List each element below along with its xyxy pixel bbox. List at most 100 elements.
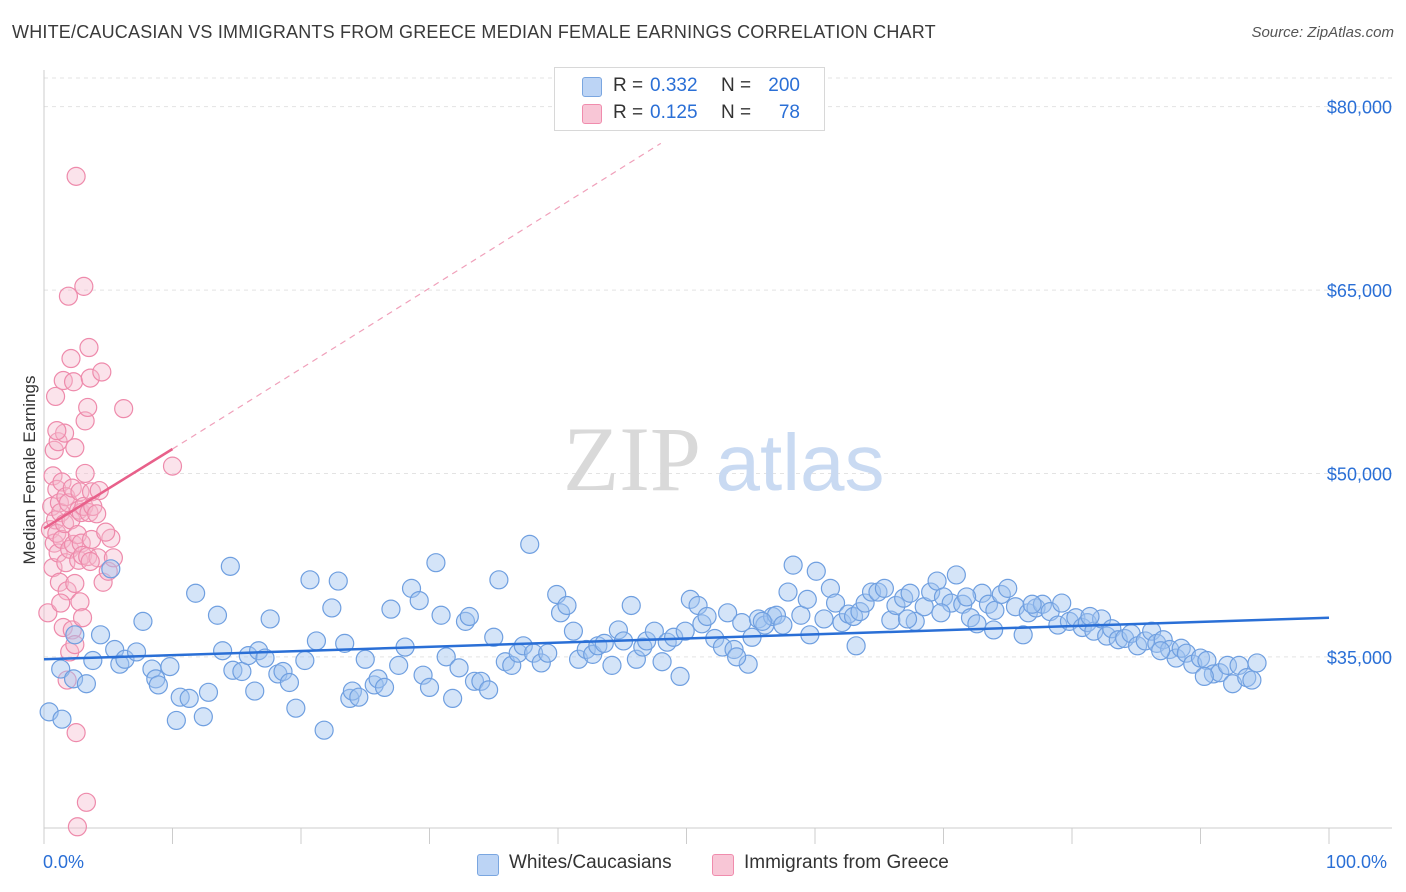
greece-point <box>47 523 67 543</box>
greece-point <box>96 522 116 542</box>
whites-point <box>1176 643 1196 663</box>
greece-point <box>65 438 85 458</box>
whites-point <box>273 661 293 682</box>
source-credit: Source: ZipAtlas.com <box>1251 24 1394 41</box>
whites-point <box>76 674 97 694</box>
whites-point <box>773 615 793 635</box>
whites-point <box>1217 655 1238 675</box>
whites-point <box>738 654 758 674</box>
whites-point <box>101 559 121 579</box>
whites-point <box>186 583 206 603</box>
whites-point <box>594 633 614 653</box>
whites-point <box>513 636 533 656</box>
greece-point <box>72 608 93 628</box>
whites-point <box>868 582 888 602</box>
whites-point <box>306 631 327 651</box>
whites-point <box>335 633 355 653</box>
whites-point <box>680 589 700 609</box>
y-tick-label: $80,000 <box>1327 98 1392 118</box>
whites-point <box>255 648 275 668</box>
greece-point <box>92 362 112 382</box>
series-whites-points <box>39 534 1267 740</box>
legend-r-label: R = <box>613 75 644 96</box>
whites-point <box>1022 594 1042 614</box>
whites-point <box>538 643 558 663</box>
greece-point <box>57 670 77 690</box>
whites-point <box>778 582 798 602</box>
whites-point <box>431 605 451 625</box>
greece-point <box>76 792 97 812</box>
greece-point <box>38 603 58 623</box>
whites-point <box>220 556 240 576</box>
greece-point <box>89 480 109 501</box>
whites-point <box>1032 594 1053 614</box>
whites-point <box>449 658 469 678</box>
whites-point <box>349 687 369 707</box>
whites-trend-line <box>43 616 1330 661</box>
whites-point <box>374 677 395 698</box>
whites-point <box>419 677 440 698</box>
whites-point <box>464 671 485 691</box>
whites-point <box>897 609 918 629</box>
greece-point <box>51 593 71 613</box>
whites-point <box>300 570 320 590</box>
whites-point <box>148 675 168 695</box>
whites-point <box>248 641 269 661</box>
y-tick-label: $65,000 <box>1327 281 1392 301</box>
whites-point <box>1223 674 1243 694</box>
whites-point <box>279 672 300 693</box>
whites-point <box>797 589 817 609</box>
legend-r-value: 0.125 <box>650 102 698 123</box>
whites-point <box>1210 663 1230 683</box>
legend-r-label: R = <box>613 102 644 123</box>
legend-swatch-whites <box>477 854 499 876</box>
greece-trend-extension <box>172 142 662 450</box>
whites-point <box>381 599 401 619</box>
gridlines <box>44 77 1392 658</box>
trend-lines <box>43 142 1330 661</box>
legend-swatch-greece <box>712 854 734 876</box>
whites-point <box>1026 598 1046 618</box>
whites-point <box>608 620 628 640</box>
legend-label-whites: Whites/Caucasians <box>509 852 672 873</box>
whites-point <box>933 587 954 607</box>
whites-point <box>957 587 977 607</box>
whites-point <box>946 565 966 585</box>
greece-point <box>87 504 107 524</box>
whites-point <box>766 605 787 625</box>
whites-point <box>1151 641 1171 661</box>
whites-point <box>806 561 826 581</box>
whites-point <box>426 553 446 573</box>
whites-point <box>652 652 672 672</box>
legend-n-label: N = <box>721 102 752 123</box>
whites-point <box>51 659 71 679</box>
greece-point <box>54 423 75 443</box>
chart-title: WHITE/CAUCASIAN VS IMMIGRANTS FROM GREEC… <box>12 22 936 42</box>
whites-point <box>63 669 84 689</box>
legend-row-greece: R = 0.125 N = 78 <box>555 101 824 127</box>
greece-point <box>45 386 66 407</box>
whites-point <box>1153 630 1173 650</box>
whites-point <box>921 582 941 602</box>
greece-point <box>75 463 95 484</box>
whites-point <box>105 639 125 660</box>
legend-swatch-whites <box>582 77 602 97</box>
whites-point <box>520 534 540 554</box>
whites-point <box>484 627 504 647</box>
greece-point <box>58 286 79 306</box>
greece-point <box>101 528 121 548</box>
greece-point <box>66 166 86 186</box>
whites-point <box>193 707 213 727</box>
whites-point <box>814 609 834 629</box>
whites-point <box>322 598 342 618</box>
whites-point <box>83 650 103 671</box>
watermark-atlas: atlas <box>716 418 885 507</box>
whites-point <box>286 698 306 718</box>
greece-point <box>66 723 86 743</box>
whites-point <box>861 582 882 602</box>
whites-point <box>626 649 646 669</box>
whites-point <box>886 595 906 616</box>
whites-point <box>126 642 147 662</box>
whites-point <box>179 688 199 709</box>
